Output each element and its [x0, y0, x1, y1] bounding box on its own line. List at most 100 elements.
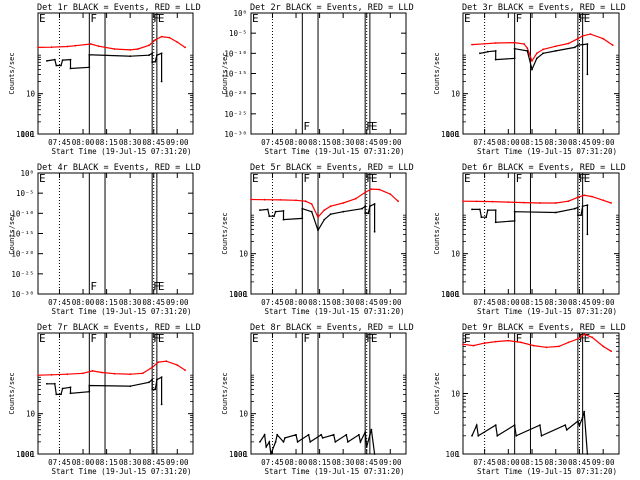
lld-series-point — [250, 198, 252, 201]
events-series-point — [365, 446, 368, 448]
lld-series-point — [370, 188, 373, 191]
x-tick-label: 08:00 — [285, 298, 308, 307]
events-series-point — [581, 416, 584, 419]
events-series-point — [151, 52, 154, 55]
events-series-point — [296, 441, 299, 443]
flag-label-e: E — [39, 332, 46, 345]
events-series-point — [323, 218, 326, 221]
x-tick-label: 07:45 — [473, 458, 496, 467]
y-tick-label: 100 — [445, 450, 459, 459]
x-tick-label: 08:00 — [72, 138, 95, 147]
chart-title: Det 6r BLACK = Events, RED = LLD — [462, 163, 626, 173]
lld-series-point — [160, 35, 163, 38]
flag-label-e: E — [252, 172, 259, 185]
events-series-point — [160, 52, 163, 55]
x-axis-label: Start Time (19-Jul-15 07:31:20) — [265, 307, 405, 316]
lld-series-point — [526, 47, 529, 49]
plot-frame — [37, 332, 194, 455]
y-axis-label: Counts/sec — [433, 372, 441, 414]
events-series-point — [156, 378, 158, 381]
x-tick-label: 08:15 — [521, 298, 544, 307]
events-series-point — [485, 216, 488, 219]
flag-label-f: F — [579, 172, 586, 185]
events-series-point — [531, 68, 533, 71]
lld-series-point — [129, 373, 132, 376]
lld-series-point — [611, 44, 614, 46]
x-axis-label: Start Time (19-Jul-15 07:31:20) — [52, 147, 192, 156]
flag-label-f: F — [516, 12, 523, 25]
plot-frame — [37, 172, 194, 295]
events-series-point — [317, 229, 319, 232]
events-series-point — [573, 207, 576, 210]
y-tick-label: 10⁻²⁰ — [11, 250, 34, 259]
y-tick-label: 1000 — [16, 130, 35, 139]
y-axis-label: Counts/sec — [8, 212, 16, 254]
y-tick-label: 10⁻³⁰ — [11, 290, 34, 299]
events-series-point — [586, 204, 589, 207]
lld-series-point — [591, 336, 593, 339]
events-series-point — [471, 434, 473, 437]
x-tick-label: 09:00 — [166, 138, 189, 147]
events-series-point — [148, 381, 150, 384]
plot-frame — [250, 332, 407, 455]
lld-series-point — [168, 36, 171, 39]
events-series-point — [369, 433, 371, 436]
events-series-point — [513, 210, 516, 213]
events-series-point — [578, 424, 581, 426]
events-series-point — [580, 214, 582, 217]
lld-series-point — [610, 202, 612, 204]
lld-series-point — [317, 216, 319, 219]
events-series-point — [361, 207, 363, 210]
plot-frame — [37, 12, 194, 135]
lld-series-point — [545, 346, 548, 349]
lld-series-point — [483, 342, 486, 344]
flag-label-e: E — [584, 12, 591, 25]
lld-series-point — [523, 201, 525, 204]
events-series-line — [259, 203, 376, 232]
events-series-point — [301, 217, 304, 220]
events-series-point — [329, 213, 332, 216]
lld-series-point — [165, 360, 168, 363]
lld-series-point — [507, 201, 510, 204]
y-tick-label: 100 — [233, 290, 247, 299]
y-tick-label: 10⁰ — [20, 169, 34, 178]
flag-label-e: E — [464, 12, 471, 25]
events-series-point — [69, 58, 72, 61]
x-tick-label: 08:30 — [119, 298, 142, 307]
events-series-line — [46, 376, 163, 405]
lld-series-line — [471, 33, 614, 63]
x-axis-label: Start Time (19-Jul-15 07:31:20) — [52, 467, 192, 476]
events-series-point — [586, 73, 589, 76]
events-series-point — [480, 216, 483, 219]
lld-series-point — [141, 372, 144, 375]
y-axis-label: Counts/sec — [433, 212, 441, 254]
events-series-point — [268, 215, 271, 218]
events-series-point — [577, 420, 579, 422]
x-tick-label: 08:30 — [119, 138, 142, 147]
events-series-point — [160, 403, 163, 406]
events-series-point — [46, 60, 48, 62]
flag-label-f: F — [153, 12, 160, 25]
events-series-point — [282, 210, 285, 212]
x-tick-label: 08:30 — [332, 298, 355, 307]
events-series-point — [494, 424, 497, 426]
x-tick-label: 07:45 — [261, 138, 284, 147]
events-series-point — [479, 208, 481, 211]
events-series-point — [268, 441, 271, 443]
flag-label-e: E — [39, 12, 46, 25]
flag-label-e: E — [39, 172, 46, 185]
y-tick-label: 10⁻²⁰ — [224, 90, 247, 99]
lld-series-point — [113, 372, 116, 375]
events-series-point — [577, 206, 579, 209]
lld-series-point — [462, 200, 464, 203]
lld-series-point — [577, 196, 579, 199]
events-series-point — [494, 50, 497, 52]
events-series-point — [494, 221, 497, 224]
events-series-line — [471, 411, 588, 455]
lld-series-point — [483, 42, 486, 45]
events-series-point — [581, 205, 584, 208]
events-series-point — [542, 52, 544, 55]
events-series-point — [88, 53, 91, 56]
lld-series-point — [154, 39, 157, 41]
